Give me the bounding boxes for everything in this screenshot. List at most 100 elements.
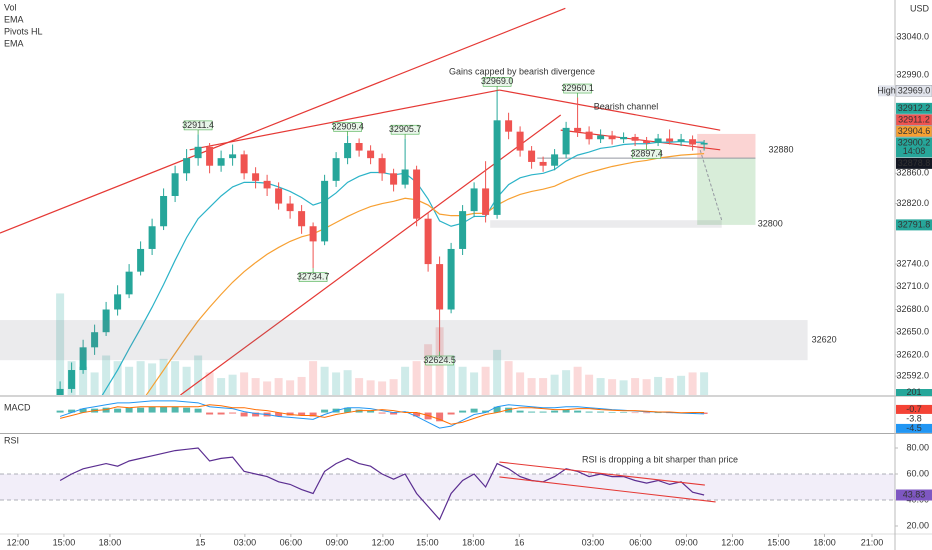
volume-bar: [355, 378, 364, 395]
main-pane: 32911.4 32909.4 32905.7 32969.0 32960.1 32734…: [0, 7, 756, 395]
y-tick-label: 32592.0: [896, 370, 929, 380]
macd-hist: [459, 410, 467, 413]
pivot-box: [390, 124, 420, 135]
y-tick-label: 33040.0: [896, 31, 929, 41]
candle-body: [631, 136, 639, 141]
candle-body: [56, 388, 64, 395]
volume-bar: [125, 366, 134, 395]
volume-bar: [228, 374, 237, 395]
price-tag-label: 32969.0: [898, 85, 931, 95]
candle-body: [528, 150, 536, 162]
macd-hist: [654, 412, 662, 414]
y-tick-label: 32990.0: [896, 69, 929, 79]
volume-bar: [550, 374, 559, 395]
macd-hist: [137, 407, 145, 413]
price-tag: [896, 102, 932, 114]
macd-hist: [148, 406, 156, 413]
rsi-pane: [0, 447, 895, 521]
candle-body: [482, 188, 490, 215]
tag-name-box: [878, 85, 895, 97]
macd-tag: [896, 404, 932, 414]
macd-hist: [56, 410, 64, 413]
x-tick-label: 15:00: [767, 537, 790, 547]
candle-body: [493, 120, 501, 215]
volume-bar: [378, 381, 387, 395]
candle-body: [367, 150, 375, 159]
x-tick-label: 09:00: [326, 537, 349, 547]
axes: 12:00 15:00 18:00 15 03:00 06:00 09:00 12:00 15:…: [7, 31, 932, 547]
volume-bar: [458, 366, 467, 395]
volume-bar: [654, 376, 663, 395]
candle-body: [516, 131, 524, 151]
volume-bar: [401, 366, 410, 395]
y-tick-label: 32650.0: [896, 327, 929, 337]
candle-body: [539, 161, 547, 166]
candle-body: [654, 138, 662, 144]
rsi-line: [59, 447, 705, 521]
candle-body: [229, 154, 237, 159]
pivot-label: 32911.4: [182, 120, 214, 130]
volume-bar: [159, 358, 168, 395]
candle-body: [585, 131, 593, 140]
volume-bar: [493, 349, 502, 395]
candle-body: [298, 211, 306, 227]
trendline: [499, 89, 721, 131]
indicator-label: EMA: [4, 14, 24, 24]
candle-body: [275, 188, 283, 204]
volume-bar: [366, 380, 375, 395]
x-tick-label: 06:00: [280, 537, 303, 547]
volume-bar: [136, 361, 145, 395]
candle-body: [286, 203, 294, 212]
macd-hist: [528, 411, 536, 413]
candle-body: [79, 347, 87, 371]
candle-body: [321, 180, 329, 242]
macd-hist: [183, 407, 191, 413]
x-tick-label: 03:00: [582, 537, 605, 547]
volume-bar: [424, 344, 433, 395]
pivot-box: [632, 149, 661, 159]
x-tick-label: 12:00: [721, 537, 744, 547]
volume-bar: [504, 361, 513, 395]
candle-body: [436, 264, 444, 310]
macd-hist: [298, 412, 306, 416]
macd-line: [59, 400, 705, 429]
volume-bar: [619, 380, 628, 395]
macd-hist: [229, 412, 237, 414]
candle-body: [148, 226, 156, 249]
macd-hist: [631, 412, 639, 414]
annotation: Bearish channel: [594, 101, 659, 111]
trendline: [0, 7, 566, 234]
pivot-label: 32905.7: [389, 124, 422, 134]
volume-bar: [573, 366, 582, 395]
y-tick-label: 20.00: [906, 520, 929, 530]
candle-body: [424, 218, 432, 265]
x-tick-label: 12:00: [372, 537, 395, 547]
pivot-box: [298, 272, 328, 282]
macd-hist: [160, 406, 168, 413]
y-tick-label: 32710.0: [896, 281, 929, 291]
y-tick-label: 32680.0: [896, 304, 929, 314]
zone-label: 32800: [758, 218, 783, 228]
price-tag: [896, 219, 932, 231]
ema-line: [145, 153, 705, 395]
zone: [0, 320, 808, 361]
candle-body: [505, 120, 513, 132]
x-tick-label: 15: [195, 537, 205, 547]
pivot-box: [425, 355, 454, 366]
position-label: 32880: [768, 145, 793, 155]
volume-bar: [332, 372, 341, 395]
candle-body: [137, 248, 145, 272]
macd-hist: [275, 412, 283, 417]
volume-bar: [688, 372, 697, 395]
macd-hist: [539, 411, 547, 413]
candle-body: [309, 226, 317, 242]
volume-bar: [251, 378, 260, 395]
price-tag: [895, 114, 932, 126]
macd-tag-label: -3.8: [906, 414, 922, 424]
macd-tag: [896, 414, 932, 424]
zone: [490, 220, 722, 228]
volume-bar: [389, 379, 398, 395]
candle-body: [608, 135, 616, 140]
volume-bar: [286, 380, 295, 395]
